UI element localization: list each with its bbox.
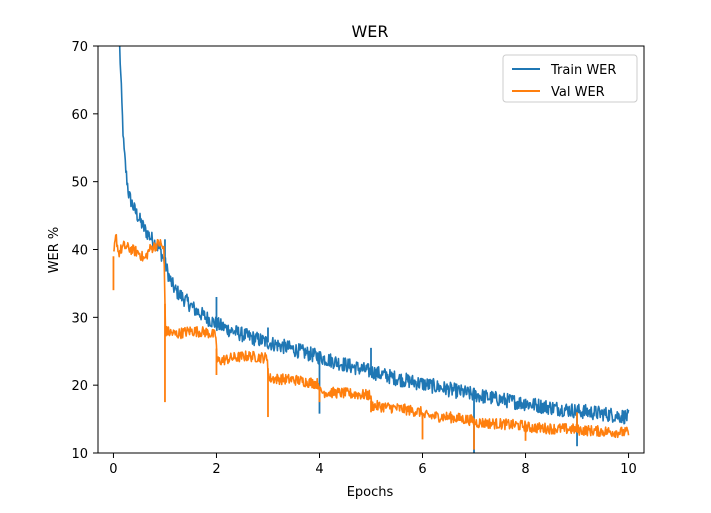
y-tick-label-3: 40: [71, 244, 88, 259]
series-layer: [112, 46, 630, 453]
legend-label-train: Train WER: [550, 63, 616, 78]
y-axis-ticks: 10 20 30 40 50 60 70: [71, 40, 98, 462]
y-tick-label-4: 50: [71, 176, 88, 191]
y-tick-label-6: 70: [71, 40, 88, 55]
x-tick-label-2: 4: [315, 462, 323, 477]
series-line-1: [112, 233, 630, 439]
series-line-0: [118, 46, 630, 425]
y-axis-label: WER %: [47, 227, 62, 274]
y-tick-label-5: 60: [71, 108, 88, 123]
legend-label-val: Val WER: [551, 85, 605, 100]
x-tick-label-3: 6: [418, 462, 426, 477]
y-tick-label-2: 30: [71, 311, 88, 326]
y-tick-label-1: 20: [71, 379, 88, 394]
x-axis-label: Epochs: [347, 485, 394, 500]
legend: Train WER Val WER: [502, 54, 638, 103]
x-tick-label-4: 8: [521, 462, 529, 477]
x-axis-ticks: 0 2 4 6 8 10: [109, 453, 637, 477]
y-tick-label-0: 10: [71, 447, 88, 462]
x-tick-label-0: 0: [109, 462, 117, 477]
chart-title: WER: [351, 22, 388, 41]
x-tick-label-1: 2: [212, 462, 220, 477]
x-tick-label-5: 10: [620, 462, 637, 477]
